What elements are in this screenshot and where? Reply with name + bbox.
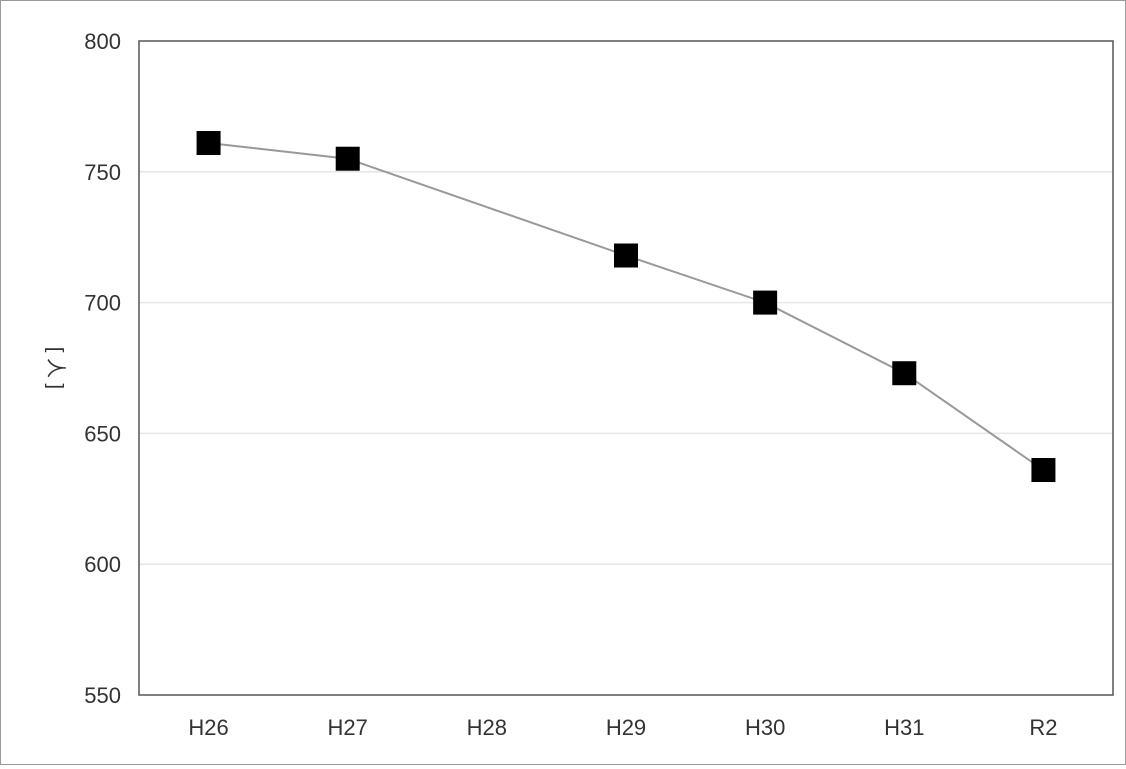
series-layer [196, 131, 1056, 483]
data-point-h26 [196, 131, 221, 156]
y-tick-label: 600 [84, 552, 121, 577]
y-tick-label: 550 [84, 683, 121, 708]
plot-area [138, 40, 1114, 696]
y-tick-label: 750 [84, 160, 121, 185]
data-point-r2 [1031, 458, 1056, 483]
data-point-h27 [335, 146, 360, 171]
y-tick-label: 700 [84, 291, 121, 316]
grid-lines [139, 171, 1113, 565]
x-tick-label: H26 [188, 715, 228, 740]
x-tick-label: H30 [745, 715, 785, 740]
x-tick-label: H27 [328, 715, 368, 740]
data-point-h29 [614, 243, 638, 268]
series-line [208, 142, 1044, 471]
data-point-h30 [753, 290, 778, 315]
y-tick-label: 650 [84, 421, 121, 446]
x-tick-label: H28 [467, 715, 507, 740]
data-point-h31 [892, 361, 917, 386]
x-tick-label: R2 [1029, 715, 1057, 740]
x-tick-label: H31 [884, 715, 924, 740]
y-tick-label: 800 [84, 29, 121, 54]
x-axis-ticks: H26 H27 H28 H29 H30 H31 R2 [188, 715, 1057, 740]
x-tick-label: H29 [606, 715, 646, 740]
y-axis-title: [ 人 ] [44, 347, 67, 389]
y-axis-ticks: 800 750 700 650 600 550 [84, 29, 121, 708]
